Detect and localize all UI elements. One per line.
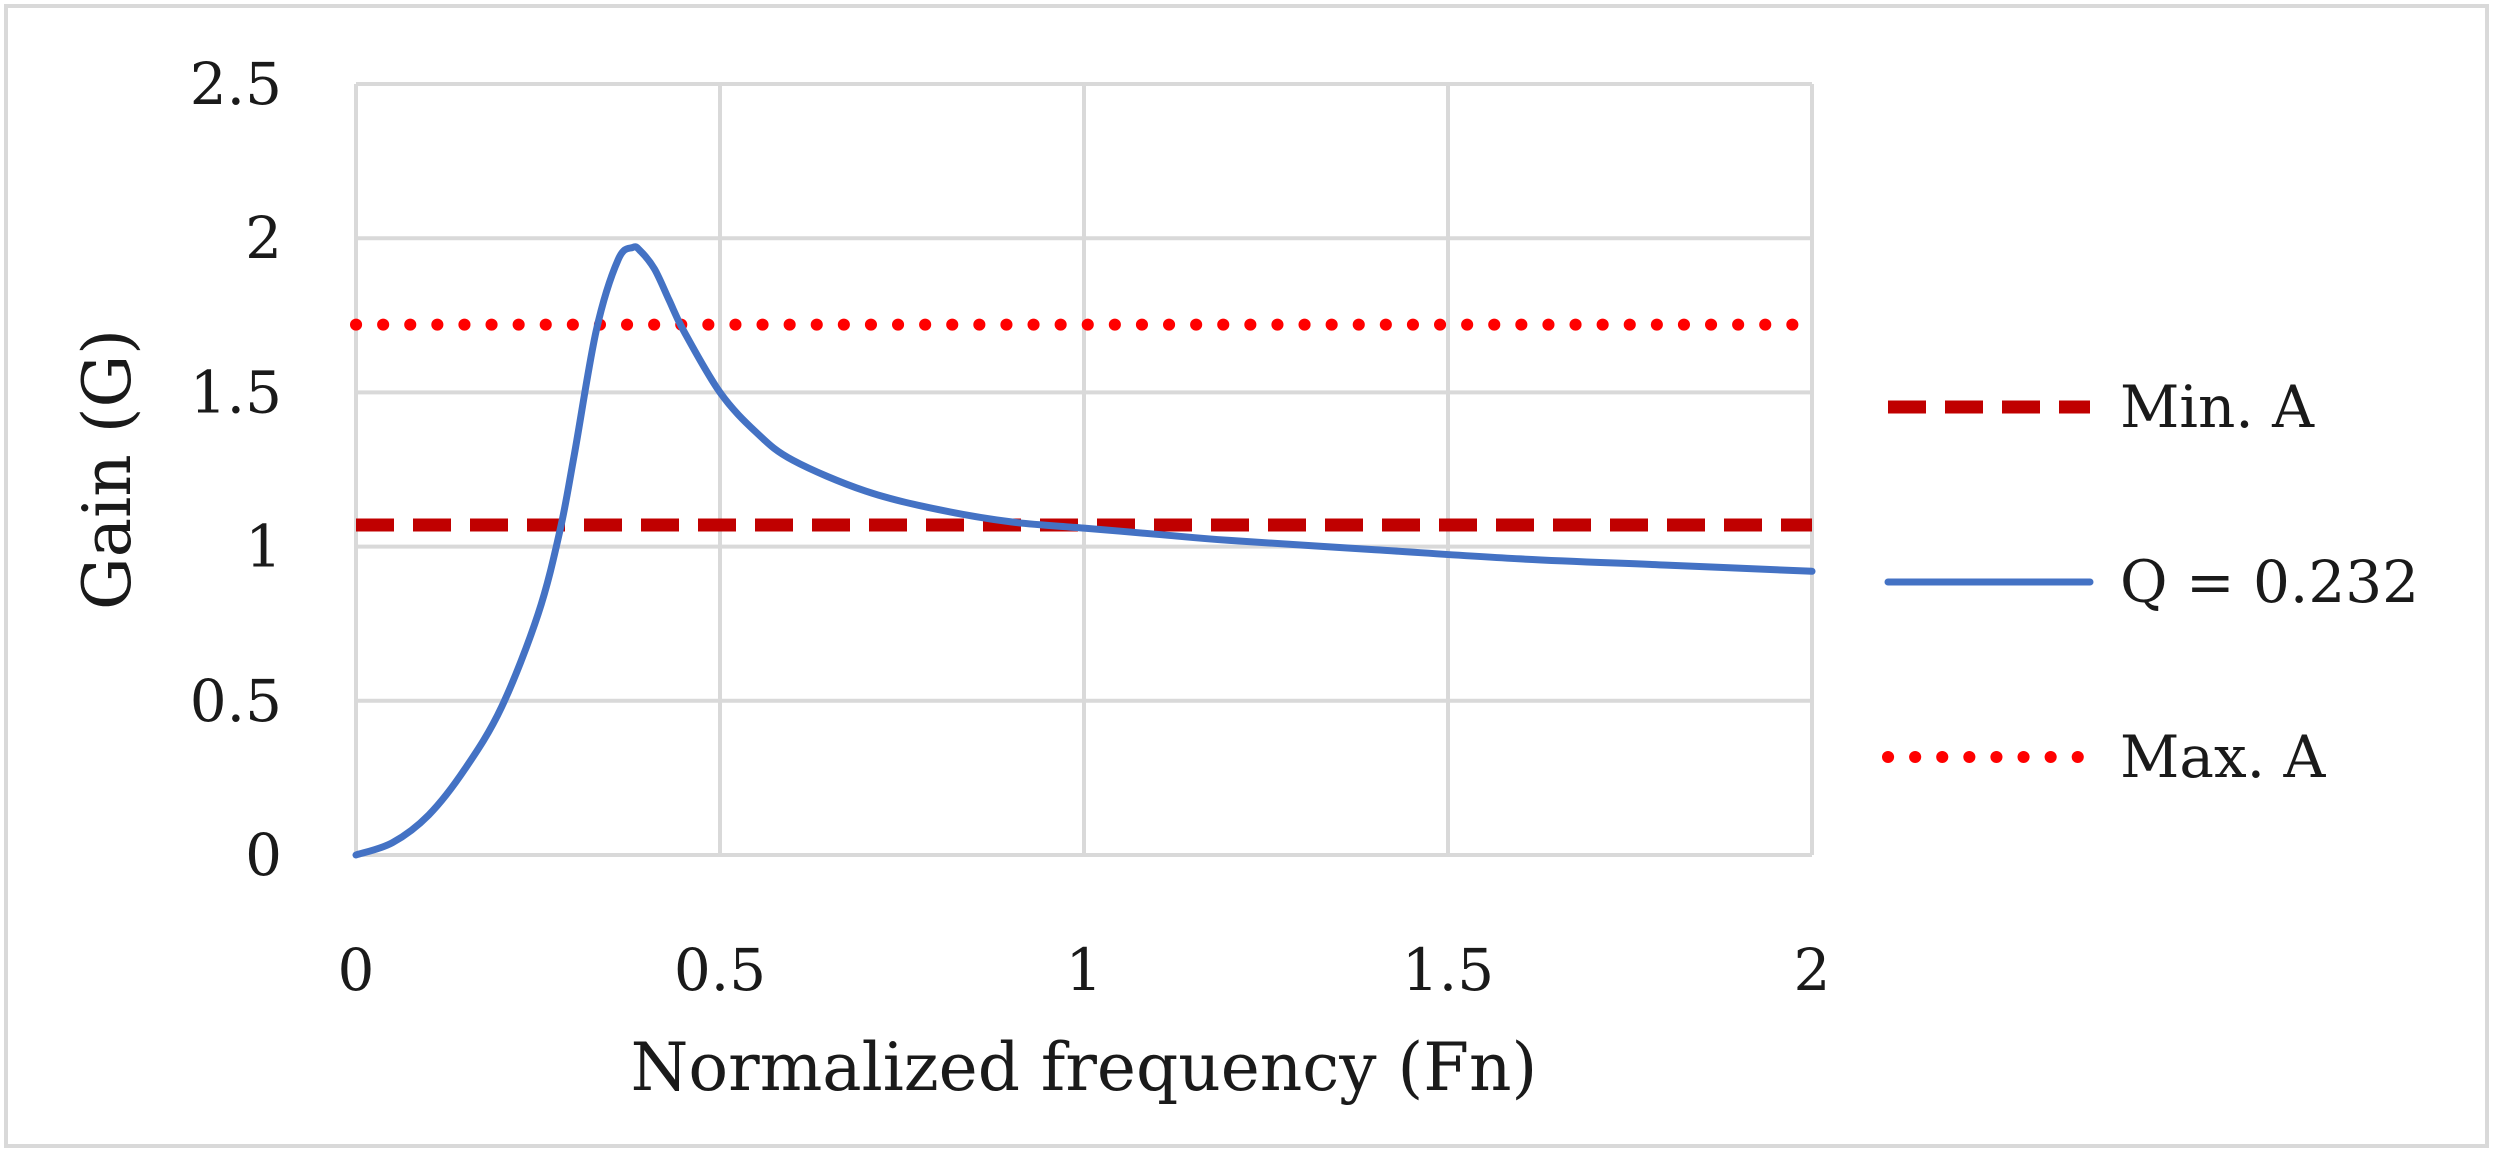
grid xyxy=(354,82,1814,857)
y-tick-label: 2 xyxy=(245,204,282,272)
plot-series xyxy=(350,243,1818,859)
chart-border xyxy=(4,4,2489,1148)
x-tick-label: 1.5 xyxy=(1402,936,1494,1004)
x-tick-label: 1 xyxy=(1066,936,1103,1004)
y-tick-label: 1.5 xyxy=(190,358,282,426)
y-tick-label: 2.5 xyxy=(190,50,282,118)
y-axis-label: Gain (G) xyxy=(69,329,146,610)
legend-label-1: Q = 0.232 xyxy=(2120,548,2419,616)
x-tick-label: 0 xyxy=(338,936,375,1004)
x-tick-label: 0.5 xyxy=(674,936,766,1004)
legend-label-2: Max. A xyxy=(2120,723,2327,791)
legend-label-0: Min. A xyxy=(2120,373,2315,441)
x-axis-label: Normalized frequency (Fn) xyxy=(631,1029,1538,1106)
legend: Min. A Q = 0.232 Max. A xyxy=(1882,373,2419,791)
y-tick-label: 1 xyxy=(245,513,282,581)
x-tick-label: 2 xyxy=(1794,936,1831,1004)
y-tick-label: 0.5 xyxy=(190,667,282,735)
y-tick-label: 0 xyxy=(245,821,282,889)
series-line-1 xyxy=(352,243,1816,859)
tick-labels: 0 0.5 1 1.5 2 2.5 0 0.5 1 1.5 2 xyxy=(190,50,1831,1004)
